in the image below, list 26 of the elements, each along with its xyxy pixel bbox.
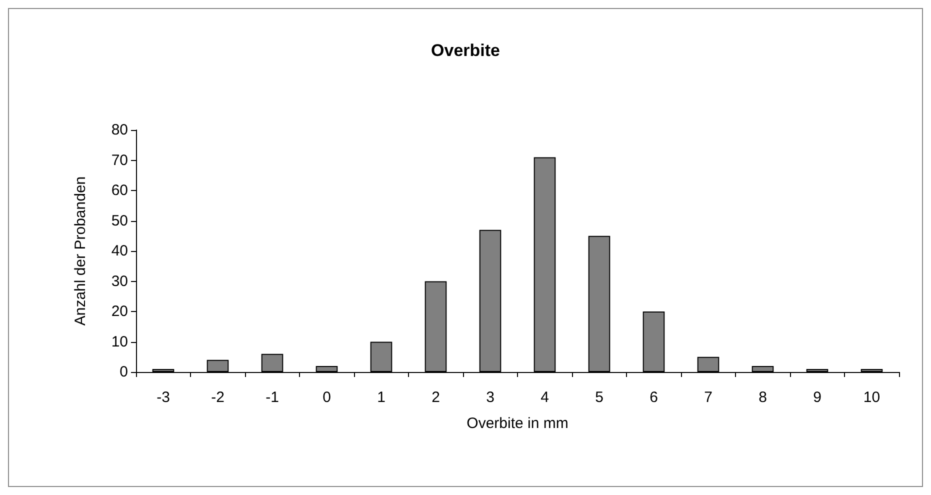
x-tick-label: 1 [377, 389, 386, 406]
x-tick-label: 4 [540, 389, 549, 406]
x-tick-label: 9 [813, 389, 822, 406]
chart-title: Overbite [431, 41, 500, 60]
x-tick-label: -1 [266, 389, 279, 406]
y-axis-title: Anzahl der Probanden [72, 176, 89, 326]
x-tick-label: 5 [595, 389, 604, 406]
x-tick-label: 7 [704, 389, 712, 406]
y-tick-label: 30 [111, 272, 128, 290]
y-tick-label: 40 [111, 242, 128, 260]
x-tick-label: 6 [650, 389, 658, 406]
x-tick-label: 8 [758, 389, 767, 406]
x-tick-label: 10 [863, 389, 880, 406]
x-tick-label: -3 [156, 389, 170, 406]
x-axis-title: Overbite in mm [466, 415, 568, 432]
x-tick-label: 0 [322, 389, 331, 406]
y-tick-label: 10 [111, 333, 128, 350]
x-tick-label: -2 [211, 389, 224, 406]
x-tick-label: 2 [432, 389, 440, 406]
y-tick-label: 70 [111, 152, 128, 169]
y-tick-label: 0 [120, 364, 128, 380]
y-tick-label: 20 [111, 303, 128, 320]
y-tick-label: 50 [111, 212, 128, 230]
y-tick-label: 60 [111, 182, 128, 199]
y-tick-label: 80 [111, 122, 128, 138]
x-tick-label: 3 [486, 389, 494, 406]
